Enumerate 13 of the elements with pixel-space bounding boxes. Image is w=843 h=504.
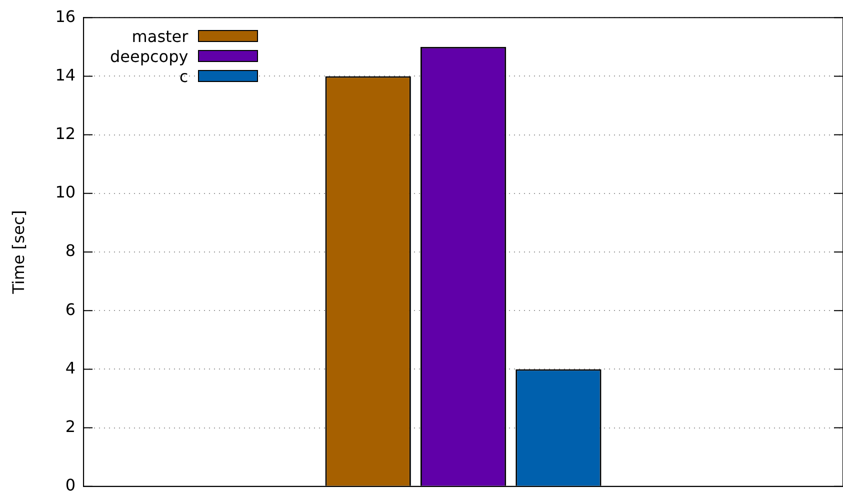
legend-label: deepcopy: [110, 46, 188, 66]
y-tick-label: 4: [65, 358, 76, 378]
y-tick-label: 6: [65, 300, 76, 319]
y-tick-label: 0: [65, 476, 76, 495]
y-tick-label: 16: [55, 6, 76, 26]
y-tick-label: 8: [65, 241, 76, 260]
y-tick-label: 10: [55, 182, 76, 202]
y-tick-label: 14: [55, 65, 76, 84]
y-tick-label: 2: [65, 416, 76, 436]
legend-label: c: [179, 66, 188, 86]
y-axis-title: Time [sec]: [8, 210, 28, 295]
y-tick-label: 12: [55, 124, 76, 143]
legend-label: master: [132, 26, 188, 46]
